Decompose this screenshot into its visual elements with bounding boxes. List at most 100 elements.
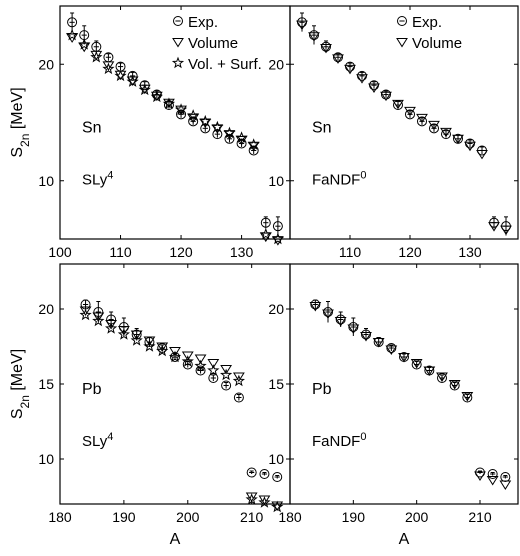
data-point (405, 109, 415, 120)
y-tick-label: 20 (38, 56, 54, 72)
data-point (380, 91, 392, 102)
y-tick-label: 10 (38, 451, 54, 467)
data-point (224, 133, 235, 144)
x-axis-label: A (170, 531, 181, 548)
data-point (247, 138, 260, 150)
y-tick-label: 20 (268, 56, 284, 72)
data-point (78, 38, 91, 50)
data-point (372, 338, 385, 348)
data-point (259, 227, 272, 240)
data-point (90, 50, 103, 63)
legend-entry: Exp. (188, 14, 218, 31)
data-point (117, 328, 130, 340)
x-tick-label: 120 (398, 244, 422, 260)
panel-sn-sly4: 100 110 120 130 10 20 S2n [MeV] Sn SLy4 Exp. Volum… (9, 5, 291, 260)
data-point (232, 372, 245, 382)
data-point (143, 340, 156, 352)
legend-entry: Exp. (412, 14, 442, 31)
data-point (309, 30, 319, 41)
data-point (348, 322, 359, 332)
data-point (361, 329, 371, 340)
data-point (344, 64, 356, 75)
data-point (486, 476, 499, 486)
data-point (356, 74, 368, 84)
x-tick-label: 190 (342, 509, 366, 525)
legend-entry: Volume (412, 35, 462, 52)
data-point (188, 116, 199, 127)
legend-marker (173, 16, 183, 26)
series-vol-surf (79, 308, 284, 513)
data-point (194, 354, 207, 364)
data-point (271, 232, 285, 245)
legend-marker (397, 16, 407, 26)
data-point (92, 314, 105, 327)
data-point (207, 364, 220, 376)
data-point (385, 345, 398, 355)
data-point (381, 89, 391, 100)
series-vol-surf (65, 28, 285, 245)
data-point (423, 366, 436, 376)
y-axis-label: S2n [MeV] (9, 349, 32, 419)
data-point (500, 225, 512, 236)
data-point (79, 306, 92, 316)
y-axis-label: S2n [MeV] (9, 87, 32, 157)
data-point (168, 350, 182, 363)
data-point (156, 342, 169, 352)
data-point (429, 123, 439, 134)
series-exp (310, 299, 511, 482)
x-tick-label: 120 (169, 244, 193, 260)
data-point (398, 353, 410, 363)
data-point (232, 374, 245, 387)
data-point (130, 334, 143, 346)
data-point (416, 113, 428, 124)
data-point (150, 90, 163, 103)
data-point (181, 351, 194, 361)
data-point (347, 324, 360, 334)
data-point (163, 100, 174, 111)
nucleus-label: Pb (82, 381, 102, 398)
data-point (208, 373, 219, 383)
data-point (233, 392, 244, 403)
data-point (417, 116, 427, 127)
data-point (221, 380, 232, 391)
y-tick-label: 10 (38, 173, 54, 189)
data-point (259, 469, 270, 479)
y-tick-label: 10 (268, 173, 284, 189)
legend-entry: Volume (188, 35, 238, 52)
data-point (260, 217, 271, 228)
data-point (271, 500, 284, 513)
data-point (404, 106, 416, 117)
legend: Exp. Volume Vol. + Surf. (171, 14, 262, 73)
data-point (368, 83, 380, 93)
data-point (296, 20, 308, 31)
data-point (162, 97, 176, 110)
data-point (245, 492, 258, 502)
data-point (79, 308, 92, 321)
data-point (323, 307, 333, 317)
nucleus-label: Sn (82, 120, 102, 137)
data-point (126, 75, 139, 87)
data-point (308, 32, 320, 42)
data-point (248, 145, 259, 156)
plot-frame (289, 5, 519, 240)
data-point (246, 467, 257, 478)
y-tick-label: 10 (268, 451, 284, 467)
data-point (476, 149, 488, 160)
data-point (410, 359, 423, 369)
data-point (156, 344, 169, 357)
data-point (464, 141, 476, 152)
model-label: SLy4 (82, 170, 113, 189)
data-point (258, 495, 271, 505)
legend-marker (171, 56, 185, 69)
data-point (130, 330, 143, 340)
y-tick-label: 20 (268, 301, 284, 317)
data-point (223, 126, 236, 139)
data-point (176, 109, 187, 120)
data-point (194, 359, 207, 372)
nucleus-label: Sn (312, 120, 332, 137)
model-label: FaNDF0 (312, 431, 366, 450)
data-point (220, 368, 233, 381)
data-point (117, 326, 130, 336)
data-point (187, 109, 200, 121)
data-point (392, 99, 404, 110)
